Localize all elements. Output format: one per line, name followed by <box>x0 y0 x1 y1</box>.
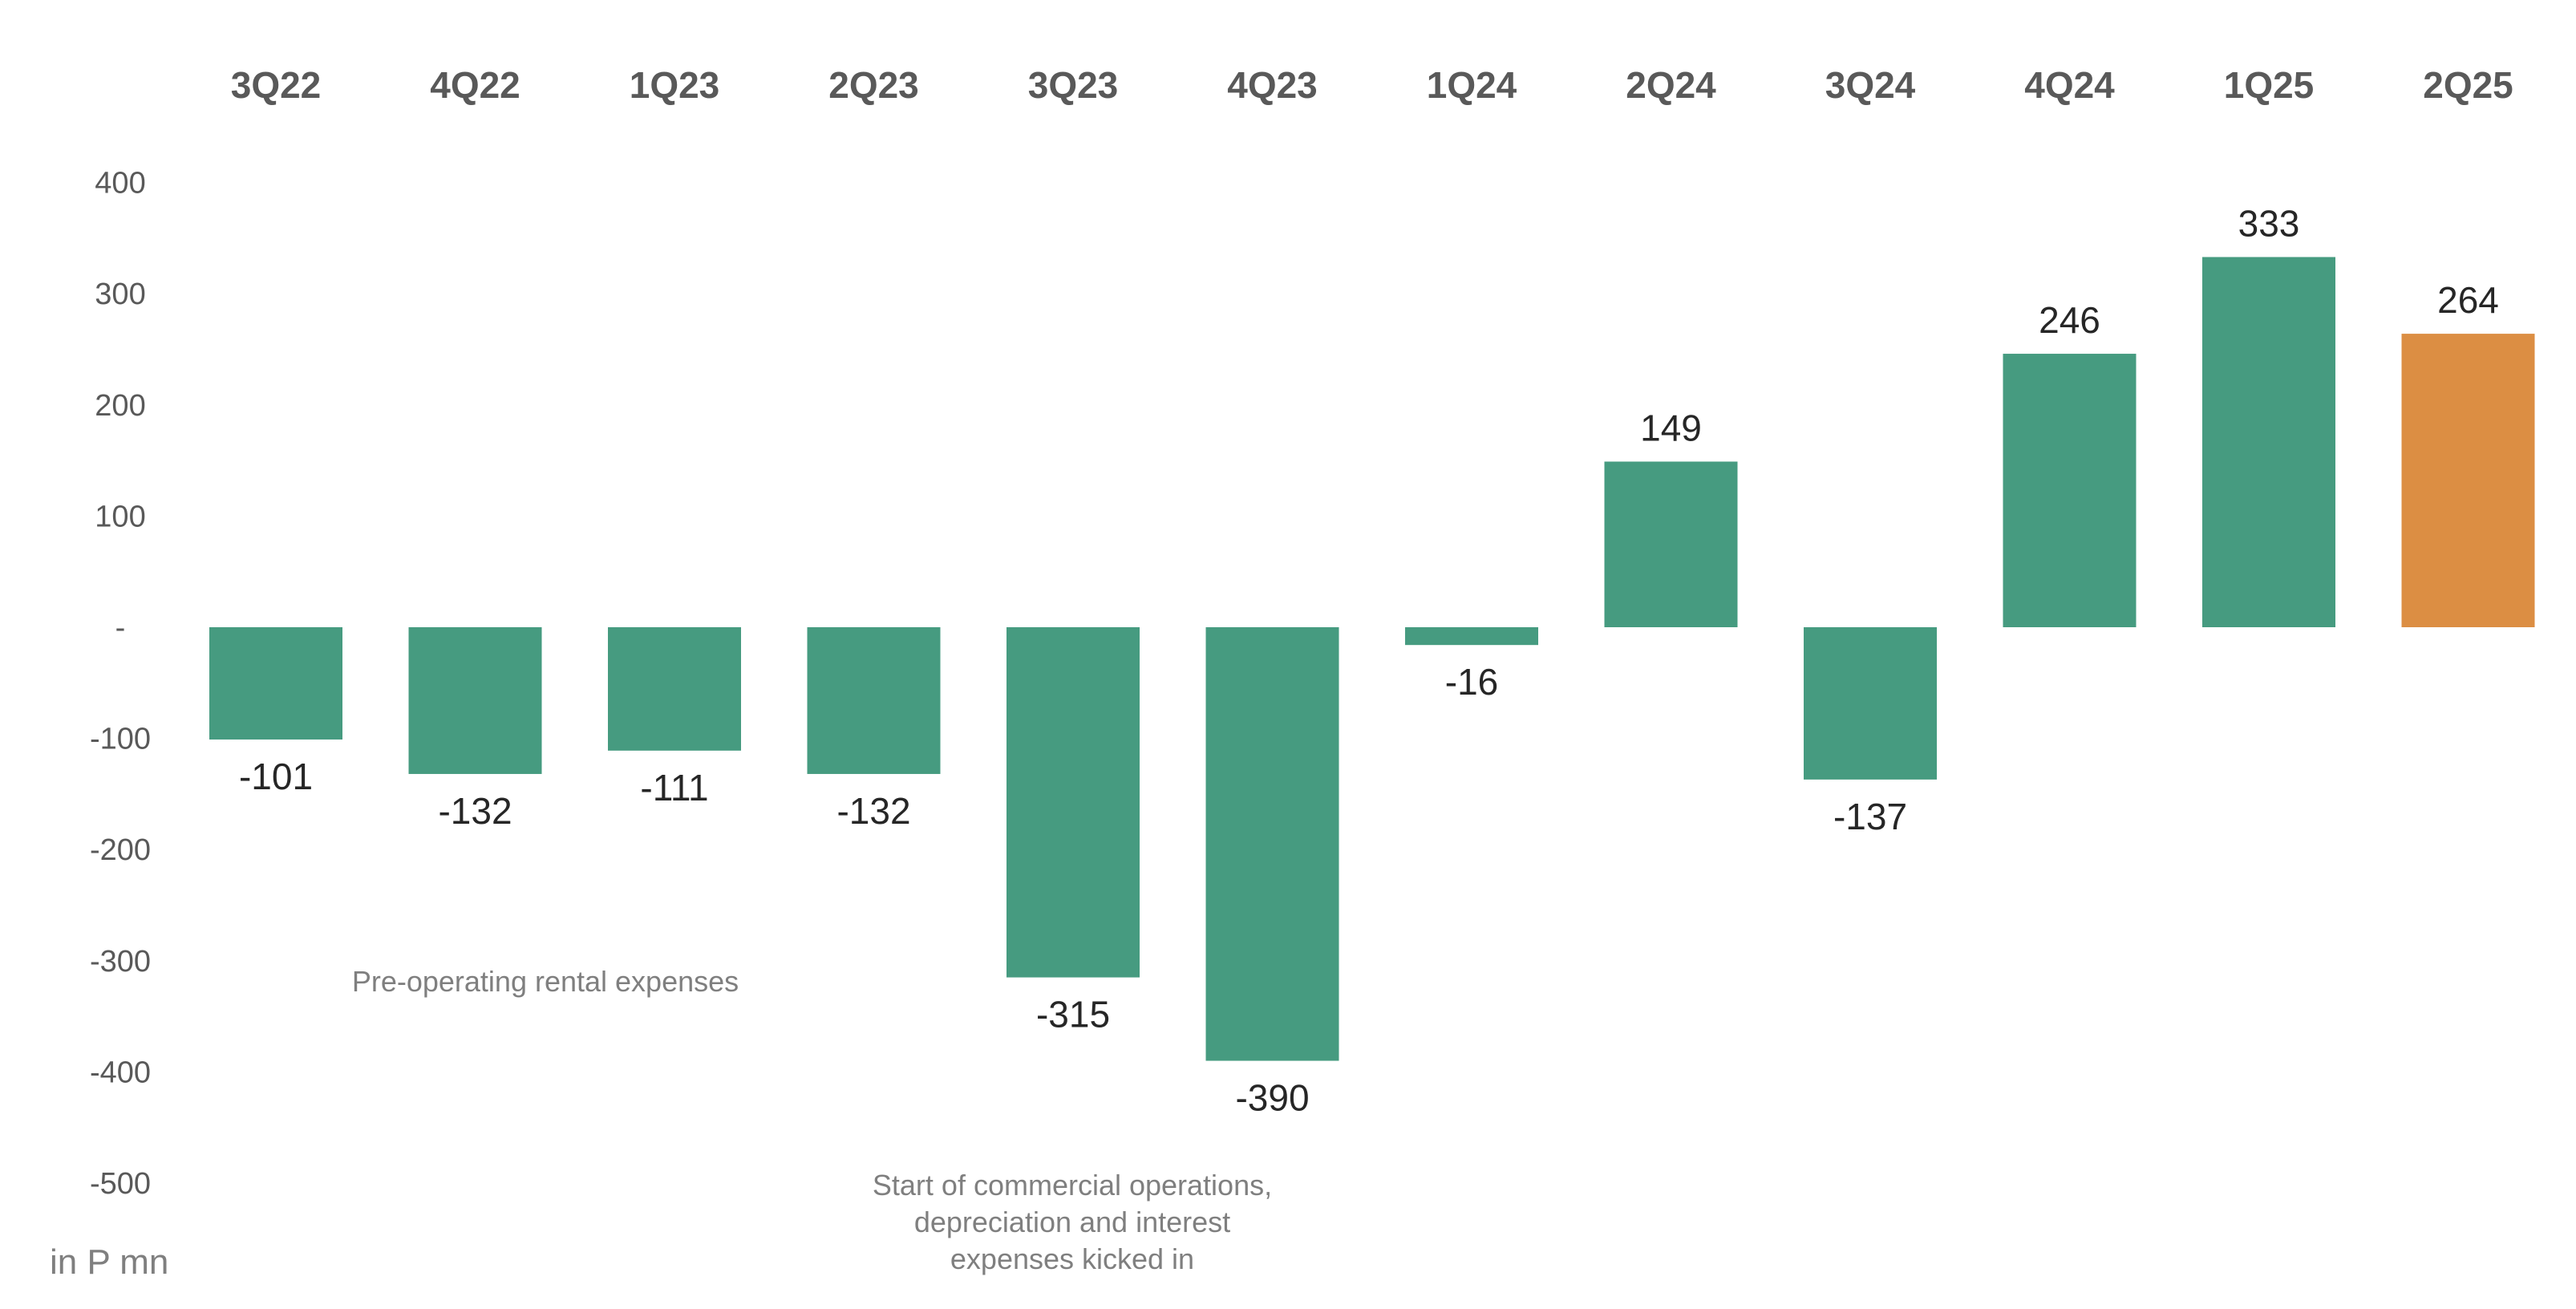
bar-4q22 <box>408 627 542 774</box>
data-label-2q24: 149 <box>1640 407 1702 448</box>
bar-3q22 <box>209 627 342 740</box>
y-tick-label: 400 <box>95 167 145 201</box>
category-label-4q22: 4Q22 <box>430 64 520 106</box>
data-label-1q24: -16 <box>1445 661 1498 703</box>
category-labels: 3Q22 4Q22 1Q23 2Q23 3Q23 4Q23 1Q24 2Q24 3Q24 4Q24… <box>231 64 2513 106</box>
bar-1q25 <box>2202 257 2335 627</box>
bar-3q24 <box>1804 627 1937 780</box>
data-label-2q23: -132 <box>836 790 910 832</box>
bar-4q24 <box>2003 354 2137 627</box>
data-label-4q22: -132 <box>438 790 512 832</box>
category-label-1q23: 1Q23 <box>630 64 720 106</box>
category-label-3q22: 3Q22 <box>231 64 322 106</box>
data-label-3q23: -315 <box>1036 994 1110 1035</box>
category-label-3q23: 3Q23 <box>1028 64 1119 106</box>
y-tick-label: -400 <box>90 1056 151 1089</box>
data-label-4q24: 246 <box>2039 299 2100 341</box>
annotation-pre-operating: Pre-operating rental expenses <box>352 965 739 998</box>
annotation-commercial-operations: Start of commercial operations, depreciat… <box>873 1169 1272 1275</box>
data-labels: -101 -132 -111 -132 -315 -390 -16 149 -137 246 333… <box>239 202 2499 1118</box>
annotation-line: Start of commercial operations, <box>873 1169 1272 1202</box>
category-label-1q25: 1Q25 <box>2224 64 2315 106</box>
category-label-2q23: 2Q23 <box>828 64 919 106</box>
bar-4q23 <box>1205 627 1339 1061</box>
category-label-1q24: 1Q24 <box>1427 64 1517 106</box>
y-tick-label: 300 <box>95 278 145 311</box>
bar-3q23 <box>1007 627 1140 978</box>
y-tick-label: -200 <box>90 833 151 867</box>
data-label-3q24: -137 <box>1833 796 1907 837</box>
category-label-4q23: 4Q23 <box>1227 64 1318 106</box>
category-label-2q25: 2Q25 <box>2423 64 2513 106</box>
bar-2q24 <box>1604 461 1738 627</box>
data-label-1q25: 333 <box>2238 202 2300 244</box>
annotation-line: expenses kicked in <box>950 1242 1194 1275</box>
category-label-4q24: 4Q24 <box>2024 64 2115 106</box>
annotation-line: depreciation and interest <box>914 1206 1230 1238</box>
bar-2q23 <box>807 627 941 774</box>
unit-label: in P mn <box>50 1242 168 1282</box>
y-axis-ticks: 400 300 200 100 - -100 -200 -300 -400 -500 <box>90 167 151 1201</box>
y-tick-label: - <box>115 611 126 645</box>
y-tick-label: -500 <box>90 1167 151 1201</box>
data-label-3q22: -101 <box>239 756 313 797</box>
data-label-2q25: 264 <box>2437 279 2499 321</box>
category-label-3q24: 3Q24 <box>1825 64 1916 106</box>
data-label-4q23: -390 <box>1235 1077 1309 1119</box>
category-label-2q24: 2Q24 <box>1626 64 1716 106</box>
y-tick-label: -300 <box>90 945 151 979</box>
bar-2q25 <box>2401 334 2535 627</box>
bars <box>209 257 2535 1061</box>
data-label-1q23: -111 <box>640 767 708 808</box>
y-tick-label: 200 <box>95 389 145 423</box>
y-tick-label: 100 <box>95 500 145 533</box>
y-tick-label: -100 <box>90 723 151 756</box>
bar-1q23 <box>608 627 741 751</box>
annotation-line: Pre-operating rental expenses <box>352 965 739 998</box>
bar-1q24 <box>1405 627 1538 646</box>
